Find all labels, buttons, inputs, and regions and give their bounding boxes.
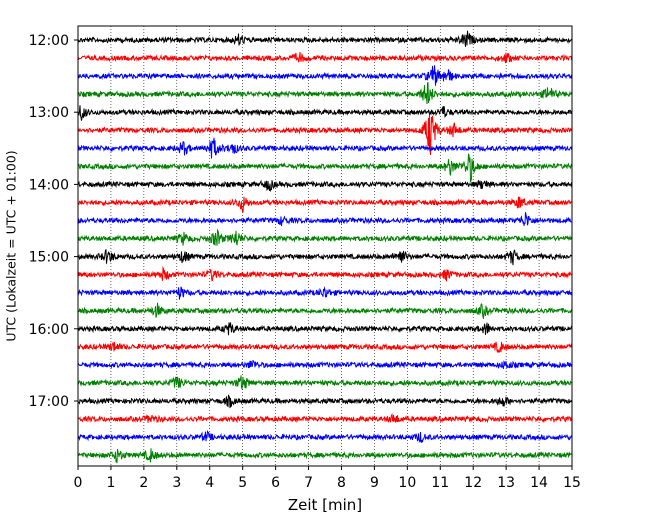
- trace-1745: [77, 448, 573, 464]
- trace-1600: [77, 322, 573, 336]
- x-tick-label: 3: [172, 475, 181, 491]
- trace-1200: [77, 30, 573, 47]
- x-tick-label: 6: [271, 475, 280, 491]
- x-tick-label: 9: [370, 475, 379, 491]
- trace-1445: [77, 228, 573, 246]
- trace-1530: [77, 286, 573, 300]
- seismogram-traces: [77, 30, 573, 464]
- plot-frame: [77, 25, 573, 467]
- x-axis-ticks: 0 1 2 3 4 5 6 7 8 9 10 11 12 13 14 15: [74, 466, 581, 491]
- trace-1330: [77, 137, 573, 159]
- y-axis-label: UTC (Lokalzeit = UTC + 01:00): [4, 150, 19, 341]
- trace-1700: [77, 394, 573, 409]
- y-tick-label: 15:00: [29, 250, 69, 266]
- trace-1545: [77, 302, 573, 319]
- x-tick-label: 1: [106, 475, 115, 491]
- x-tick-label: 13: [497, 475, 515, 491]
- y-tick-label: 13:00: [29, 105, 69, 121]
- y-tick-label: 17:00: [29, 394, 69, 410]
- x-tick-label: 8: [337, 475, 346, 491]
- x-tick-label: 10: [398, 475, 416, 491]
- y-tick-label: 16:00: [29, 322, 69, 338]
- trace-1500: [77, 249, 573, 266]
- trace-1645: [77, 375, 573, 390]
- y-tick-label: 12:00: [29, 33, 69, 49]
- trace-1315: [77, 114, 573, 155]
- trace-1615: [77, 340, 573, 354]
- x-tick-label: 12: [464, 475, 482, 491]
- y-axis-ticks: 12:00 13:00 14:00 15:00 16:00 17:00: [29, 33, 78, 410]
- grid-lines: [110, 26, 540, 466]
- trace-1730: [77, 429, 573, 444]
- trace-1415: [77, 196, 573, 213]
- x-tick-label: 14: [530, 475, 548, 491]
- trace-1245: [77, 81, 573, 104]
- x-tick-label: 0: [74, 475, 83, 491]
- trace-1230: [77, 65, 573, 86]
- trace-1630: [77, 359, 573, 369]
- x-tick-label: 15: [563, 475, 581, 491]
- x-tick-label: 2: [139, 475, 148, 491]
- trace-1715: [77, 412, 573, 424]
- trace-1345: [77, 153, 573, 183]
- x-axis-label: Zeit [min]: [288, 496, 362, 514]
- trace-1400: [77, 179, 573, 193]
- trace-1430: [77, 212, 573, 227]
- trace-1300: [77, 105, 573, 121]
- x-tick-label: 5: [238, 475, 247, 491]
- x-tick-label: 11: [431, 475, 449, 491]
- trace-1215: [77, 51, 573, 64]
- y-tick-label: 14:00: [29, 177, 69, 193]
- x-tick-label: 7: [304, 475, 313, 491]
- trace-1515: [77, 265, 573, 282]
- x-tick-label: 4: [205, 475, 214, 491]
